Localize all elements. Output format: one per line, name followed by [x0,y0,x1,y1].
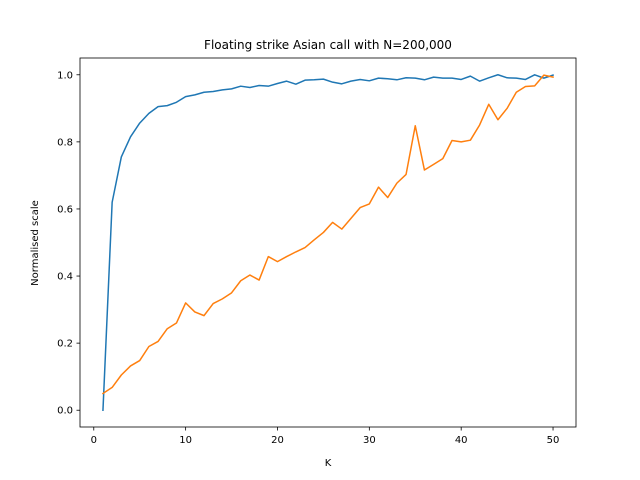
axes-frame [79,57,577,428]
series-line-1 [102,74,554,412]
x-tick-label: 0 [91,435,97,446]
y-axis-label: Normalised scale [30,200,41,286]
y-tick-label: 1.0 [57,70,73,81]
series-line-2 [101,74,554,395]
y-tick-label: 0.8 [57,137,73,148]
y-tick-label: 0.6 [57,204,73,215]
x-tick-label: 20 [271,435,284,446]
x-tick-label: 50 [547,435,560,446]
axes-layer: 0 10 20 30 40 50 0.0 0.2 0.4 0.6 0.8 1.0 [57,57,577,446]
y-tick-label: 0.0 [57,406,73,417]
x-axis-label: K [325,458,332,469]
chart-title: Floating strike Asian call with N=200,00… [204,38,452,52]
y-tick-label: 0.4 [57,272,73,283]
x-tick-label: 10 [179,435,192,446]
x-tick-label: 40 [455,435,468,446]
y-tick-label: 0.2 [57,339,73,350]
x-tick-label: 30 [363,435,376,446]
series-layer [101,74,554,412]
